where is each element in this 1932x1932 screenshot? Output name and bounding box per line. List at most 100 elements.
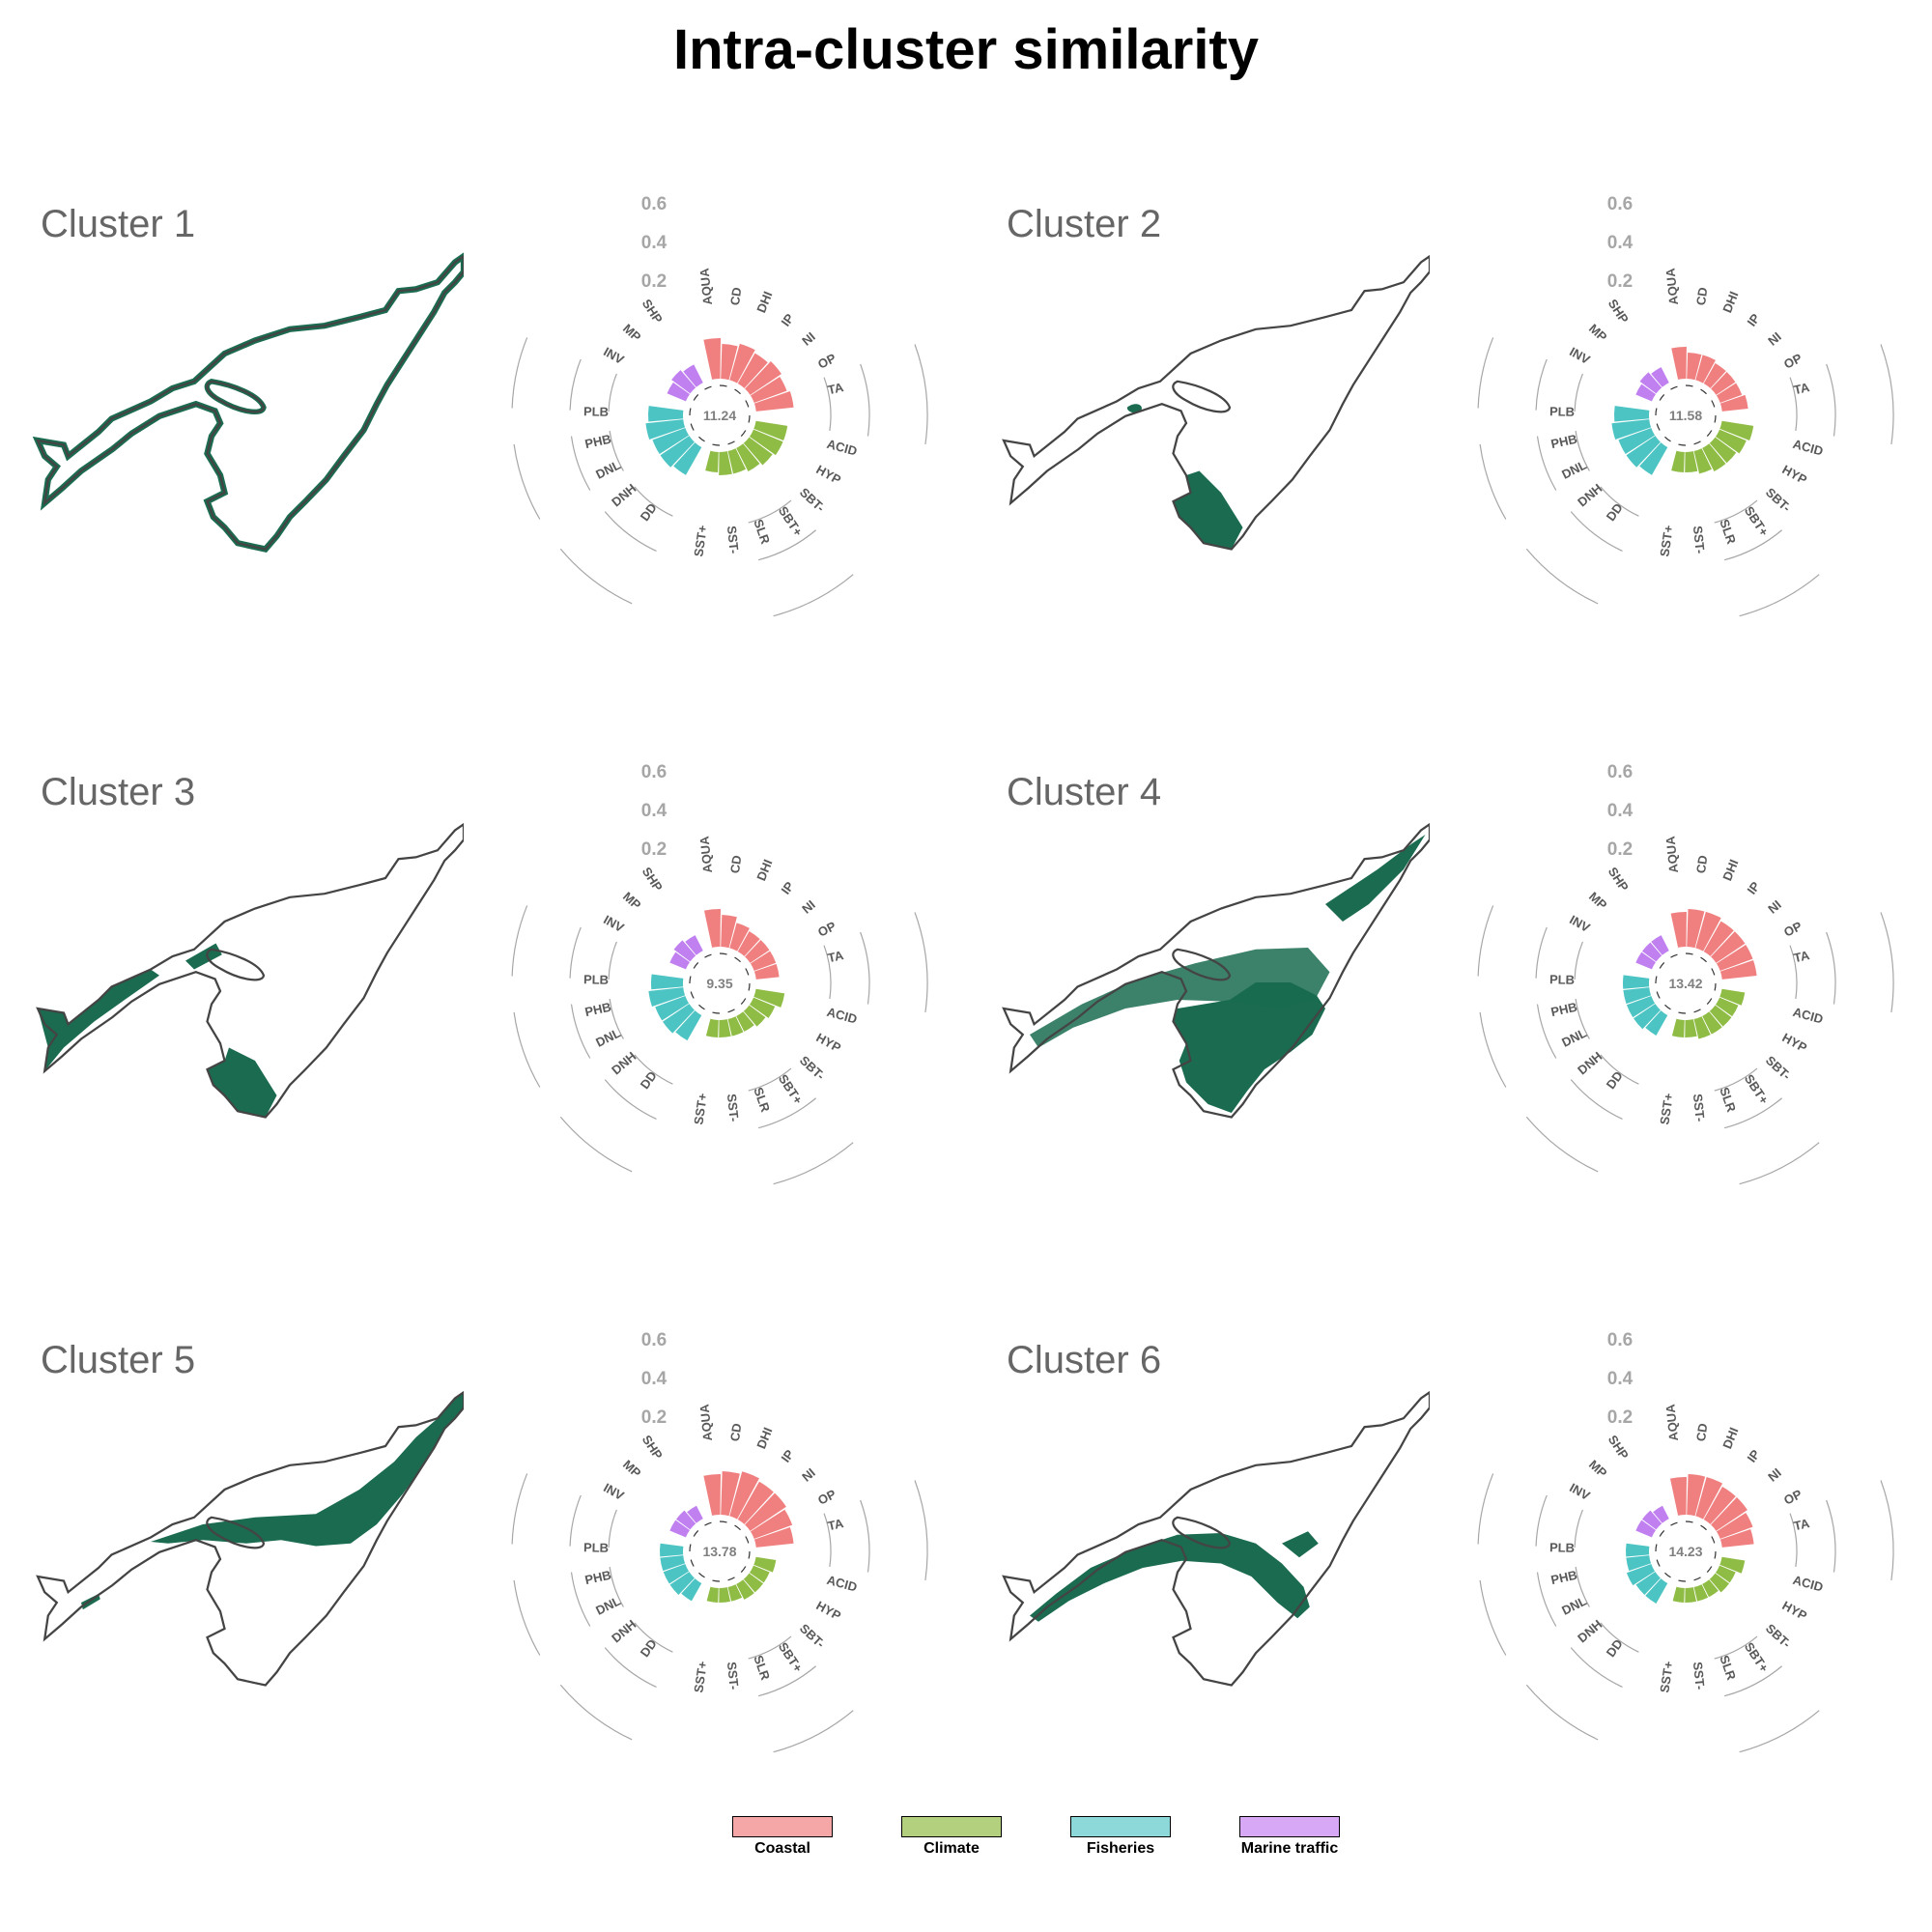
bar-phb xyxy=(1611,419,1652,440)
category-label: OP xyxy=(815,351,838,372)
category-label: OP xyxy=(815,919,838,940)
inner-ring-dash xyxy=(1659,962,1665,969)
bar-ni xyxy=(745,1492,786,1531)
radial-tick-label: 0.6 xyxy=(641,1330,667,1350)
bar-sbtplus xyxy=(736,1011,754,1032)
category-label: ACID xyxy=(825,437,859,459)
category-label: PHB xyxy=(583,1568,612,1588)
grid-arc xyxy=(1477,1473,1494,1545)
bar-plb xyxy=(651,974,684,990)
bar-slr xyxy=(727,448,747,474)
bar-shp xyxy=(1651,367,1669,387)
bar-cd xyxy=(721,915,737,949)
category-label: PHB xyxy=(1549,432,1578,452)
bar-aqua xyxy=(703,1474,722,1516)
inner-ring-dash xyxy=(748,982,751,991)
bar-sbtminus xyxy=(1709,1573,1730,1593)
inner-ring-dash xyxy=(719,952,727,955)
bar-sbtplus xyxy=(736,1579,754,1600)
bar-shp xyxy=(687,1505,703,1523)
map-coverage xyxy=(1030,948,1330,1048)
grid-arc xyxy=(609,430,624,471)
center-value: 9.35 xyxy=(706,976,732,991)
category-label: TA xyxy=(826,1516,845,1533)
inner-ring-dash xyxy=(748,414,751,423)
inner-ring-dash xyxy=(734,956,741,963)
bar-mp xyxy=(1639,372,1662,394)
grid-arc xyxy=(570,1004,591,1059)
bar-sstminus xyxy=(1685,451,1698,472)
center-value: 11.24 xyxy=(703,408,736,423)
inner-ring-dash xyxy=(1670,385,1678,390)
grid-arc xyxy=(1477,337,1494,409)
category-label: MP xyxy=(620,889,644,912)
inner-ring-dash xyxy=(690,423,695,431)
bar-slr xyxy=(1693,448,1713,474)
category-label: SHP xyxy=(1605,865,1632,895)
grid-arc xyxy=(1574,1509,1583,1548)
grid-arc xyxy=(634,1622,673,1653)
grid-arc xyxy=(1714,1635,1758,1660)
radial-tick-label: 0.6 xyxy=(1607,1330,1633,1350)
map-coverage xyxy=(1282,1531,1319,1558)
category-label: SBT+ xyxy=(776,1071,806,1107)
grid-arc xyxy=(511,337,528,409)
bar-plb xyxy=(1614,406,1650,422)
bar-plb xyxy=(1626,1543,1650,1557)
bar-dnh xyxy=(1635,1572,1661,1596)
grid-arc xyxy=(609,1566,624,1607)
inner-ring-dash xyxy=(1693,440,1701,445)
cluster-map xyxy=(1002,1390,1430,1687)
grid-arc xyxy=(1789,1513,1798,1568)
bar-op xyxy=(1716,1512,1753,1539)
grid-arc xyxy=(511,1473,528,1545)
legend-swatch xyxy=(1070,1816,1171,1837)
inner-ring-dash xyxy=(1678,1011,1687,1014)
category-label: SBT+ xyxy=(1742,1639,1772,1675)
cluster-label: Cluster 1 xyxy=(41,203,196,245)
bar-hyp xyxy=(1715,997,1739,1017)
bar-mp xyxy=(1641,942,1662,962)
category-label: NI xyxy=(1765,329,1784,349)
cluster-label: Cluster 6 xyxy=(1007,1339,1162,1381)
grid-arc xyxy=(634,1054,673,1085)
inner-ring-dash xyxy=(712,1011,721,1014)
category-label: SLR xyxy=(1717,1086,1739,1115)
inner-ring-dash xyxy=(727,1577,735,1581)
category-label: IP xyxy=(779,1447,798,1465)
legend-item: Fisheries xyxy=(1063,1816,1179,1858)
inner-ring-dash xyxy=(1711,1536,1716,1544)
category-label: SST- xyxy=(1690,1662,1708,1690)
inner-ring-dash xyxy=(745,1536,750,1544)
radial-tick-label: 0.4 xyxy=(1607,801,1634,821)
category-label: DNH xyxy=(1575,481,1605,510)
category-label: PLB xyxy=(1549,1540,1575,1555)
radial-tick-label: 0.2 xyxy=(1607,839,1633,860)
bar-sstplus xyxy=(705,1018,719,1037)
bar-sstminus xyxy=(1685,1019,1697,1037)
grid-arc xyxy=(634,486,673,517)
map-coverage xyxy=(1126,404,1142,413)
grid-arc xyxy=(1600,486,1639,517)
category-label: SHP xyxy=(1605,1433,1632,1463)
grid-arc xyxy=(1880,912,1894,1013)
map-outline xyxy=(206,380,266,413)
bar-dnh xyxy=(660,436,695,468)
center-value: 14.23 xyxy=(1668,1544,1702,1559)
category-label: IP xyxy=(1745,879,1764,897)
bar-op xyxy=(750,376,787,403)
grid-arc xyxy=(559,1116,633,1173)
category-label: ACID xyxy=(825,1005,859,1027)
category-label: INV xyxy=(1567,344,1593,367)
center-value: 11.58 xyxy=(1669,408,1702,423)
category-label: SBT+ xyxy=(776,1639,806,1675)
bar-shp xyxy=(1651,935,1669,955)
bar-inv xyxy=(669,1520,691,1538)
category-label: SST- xyxy=(1690,1094,1708,1122)
bar-aqua xyxy=(703,909,721,948)
category-label: SLR xyxy=(751,1654,773,1683)
grid-arc xyxy=(1525,1684,1599,1741)
bar-sstminus xyxy=(719,1019,731,1037)
bar-sstplus xyxy=(1671,1018,1685,1037)
bar-hyp xyxy=(749,429,783,456)
